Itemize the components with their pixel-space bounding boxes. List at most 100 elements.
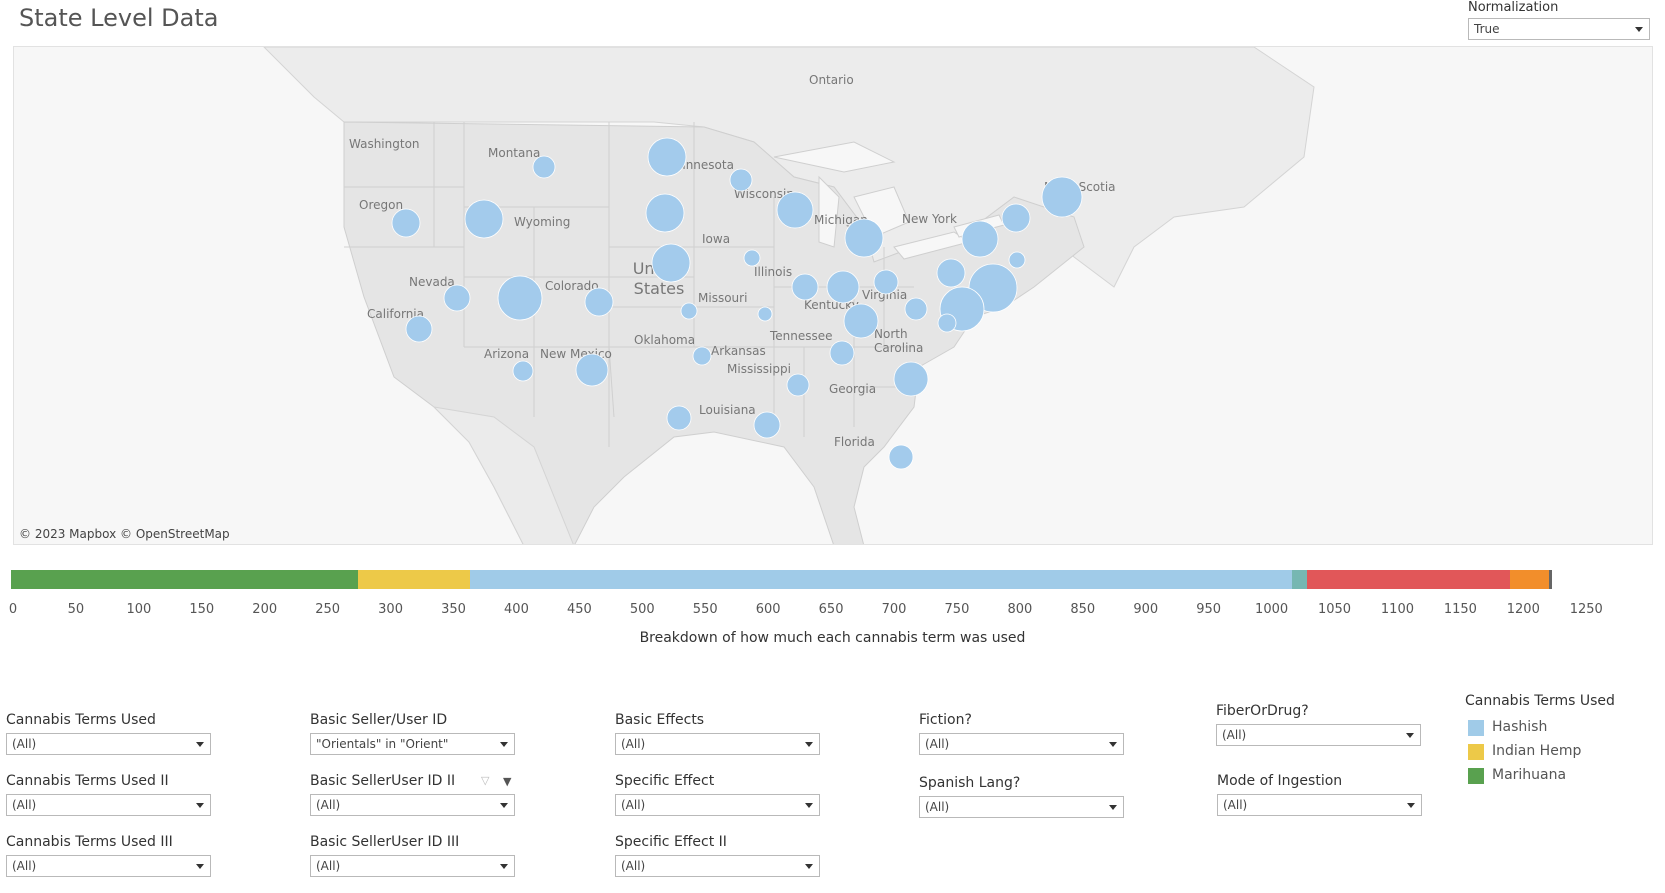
chevron-down-icon — [500, 742, 508, 747]
axis-tick-label: 800 — [1007, 602, 1033, 617]
filter-dropdown-specific-effect[interactable]: (All) — [615, 794, 820, 816]
filter-dropdown-specific-effect-ii[interactable]: (All) — [615, 855, 820, 877]
map-label-oklahoma: Oklahoma — [634, 333, 696, 347]
map-label-virginia: Virginia — [862, 288, 908, 302]
filter-value: (All) — [1223, 798, 1248, 812]
map-base — [263, 47, 1315, 544]
filter-label-fiction: Fiction? — [919, 712, 972, 728]
normalization-dropdown[interactable]: True — [1468, 18, 1650, 40]
axis-tick-label: 400 — [504, 602, 529, 617]
filter-dropdown-basic-seller-user-id-ii[interactable]: (All) — [310, 794, 515, 816]
map-label-nova-scotia: Nova Scotia — [1044, 180, 1116, 194]
map-label-florida: Florida — [834, 435, 875, 449]
chevron-down-icon — [1109, 805, 1117, 810]
filter-value: (All) — [925, 800, 950, 814]
filter-dropdown-spanish-lang[interactable]: (All) — [919, 796, 1124, 818]
filter-label-basic-seller-user-id: Basic Seller/User ID — [310, 712, 448, 728]
map-label-new-york: New York — [902, 212, 957, 226]
breakdown-segment-0[interactable] — [11, 570, 359, 589]
breakdown-segment-5[interactable] — [1509, 570, 1549, 589]
breakdown-segment-3[interactable] — [1292, 570, 1308, 589]
map-label-michigan: Michigan — [814, 213, 868, 227]
breakdown-segment-4[interactable] — [1307, 570, 1510, 589]
chevron-down-icon — [1109, 742, 1117, 747]
map-label-arizona: Arizona — [484, 347, 530, 361]
filter-value: (All) — [621, 737, 646, 751]
filter-dropdown-basic-effects[interactable]: (All) — [615, 733, 820, 755]
map-label-arkansas: Arkansas — [711, 344, 766, 358]
legend-swatch — [1468, 720, 1484, 736]
funnel-icon[interactable]: ▽ — [481, 774, 490, 787]
axis-tick-label: 100 — [126, 602, 152, 617]
chevron-down-icon[interactable]: ▼ — [503, 775, 512, 788]
map-label-ma: MA — [976, 223, 995, 237]
normalization-value: True — [1474, 22, 1500, 36]
map-label-north-carolina: North Carolina — [874, 327, 924, 355]
axis-tick-label: 1050 — [1317, 602, 1352, 617]
normalization-control: Normalization True — [1468, 0, 1652, 40]
normalization-label: Normalization — [1468, 0, 1559, 15]
breakdown-segment-1[interactable] — [358, 570, 471, 589]
chevron-down-icon — [805, 864, 813, 869]
map-label-ontario: Ontario — [809, 73, 854, 87]
legend-label: Indian Hemp — [1492, 743, 1582, 759]
axis-tick-label: 700 — [881, 602, 907, 617]
filter-label-cannabis-terms-used-iii: Cannabis Terms Used III — [6, 834, 173, 850]
chevron-down-icon — [196, 742, 204, 747]
breakdown-segment-6[interactable] — [1549, 570, 1552, 589]
map-label-new-mexico: New Mexico — [540, 347, 612, 361]
filter-label-basic-seller-user-id-iii: Basic SellerUser ID III — [310, 834, 460, 850]
filter-value: (All) — [316, 798, 341, 812]
chevron-down-icon — [1406, 733, 1414, 738]
state-map[interactable]: Ontario Washington Montana Minnesota Wyo… — [13, 46, 1653, 545]
filter-value: (All) — [12, 798, 37, 812]
map-label-washington: Washington — [349, 137, 420, 151]
filter-dropdown-fiber-or-drug[interactable]: (All) — [1216, 724, 1421, 746]
chevron-down-icon — [805, 803, 813, 808]
map-attribution[interactable]: © 2023 Mapbox © OpenStreetMap — [19, 527, 230, 541]
legend-swatch — [1468, 744, 1484, 760]
map-label-minnesota: Minnesota — [672, 158, 734, 172]
filter-dropdown-cannabis-terms-used-ii[interactable]: (All) — [6, 794, 211, 816]
map-label-california: California — [367, 307, 424, 321]
filter-dropdown-cannabis-terms-used-iii[interactable]: (All) — [6, 855, 211, 877]
axis-tick-label: 500 — [629, 602, 655, 617]
axis-tick-label: 350 — [441, 602, 466, 617]
breakdown-bar — [11, 568, 1651, 590]
map-label-illinois: Illinois — [754, 265, 793, 279]
filter-label-specific-effect-ii: Specific Effect II — [615, 834, 727, 850]
filter-dropdown-cannabis-terms-used[interactable]: (All) — [6, 733, 211, 755]
axis-tick-label: 150 — [189, 602, 215, 617]
filter-value: (All) — [1222, 728, 1247, 742]
page-title: State Level Data — [19, 4, 219, 32]
chevron-down-icon — [1635, 27, 1643, 32]
axis-tick-label: 600 — [755, 602, 781, 617]
breakdown-caption: Breakdown of how much each cannabis term… — [639, 630, 1026, 646]
axis-tick-label: 50 — [67, 602, 85, 617]
axis-tick-label: 1150 — [1443, 602, 1477, 617]
axis-tick-label: 900 — [1133, 602, 1159, 617]
axis-tick-label: 450 — [566, 602, 592, 617]
filter-label-basic-effects: Basic Effects — [615, 712, 705, 728]
filter-dropdown-basic-seller-user-id-iii[interactable]: (All) — [310, 855, 515, 877]
map-label-iowa: Iowa — [702, 232, 731, 246]
map-label-louisiana: Louisiana — [699, 403, 756, 417]
axis-tick-label: 1100 — [1380, 602, 1414, 617]
filter-value: (All) — [621, 859, 646, 873]
filter-dropdown-fiction[interactable]: (All) — [919, 733, 1124, 755]
map-label-tennessee: Tennessee — [770, 329, 833, 343]
axis-tick-label: 1200 — [1506, 602, 1540, 617]
filter-dropdown-mode-of-ingestion[interactable]: (All) — [1217, 794, 1422, 816]
filter-dropdown-basic-seller-user-id[interactable]: "Orientals" in "Orient" — [310, 733, 515, 755]
filter-label-specific-effect: Specific Effect — [615, 773, 715, 789]
legend-label: Hashish — [1492, 719, 1548, 735]
map-label-united-states: United States — [632, 259, 686, 298]
chevron-down-icon — [500, 803, 508, 808]
breakdown-segment-2[interactable] — [470, 570, 1293, 589]
filter-label-mode-of-ingestion: Mode of Ingestion — [1217, 773, 1343, 789]
chevron-down-icon — [1407, 803, 1415, 808]
legend-label: Marihuana — [1492, 767, 1567, 783]
axis-tick-label: 1250 — [1569, 602, 1603, 617]
map-label-wyoming: Wyoming — [514, 215, 571, 229]
filter-value: (All) — [621, 798, 646, 812]
